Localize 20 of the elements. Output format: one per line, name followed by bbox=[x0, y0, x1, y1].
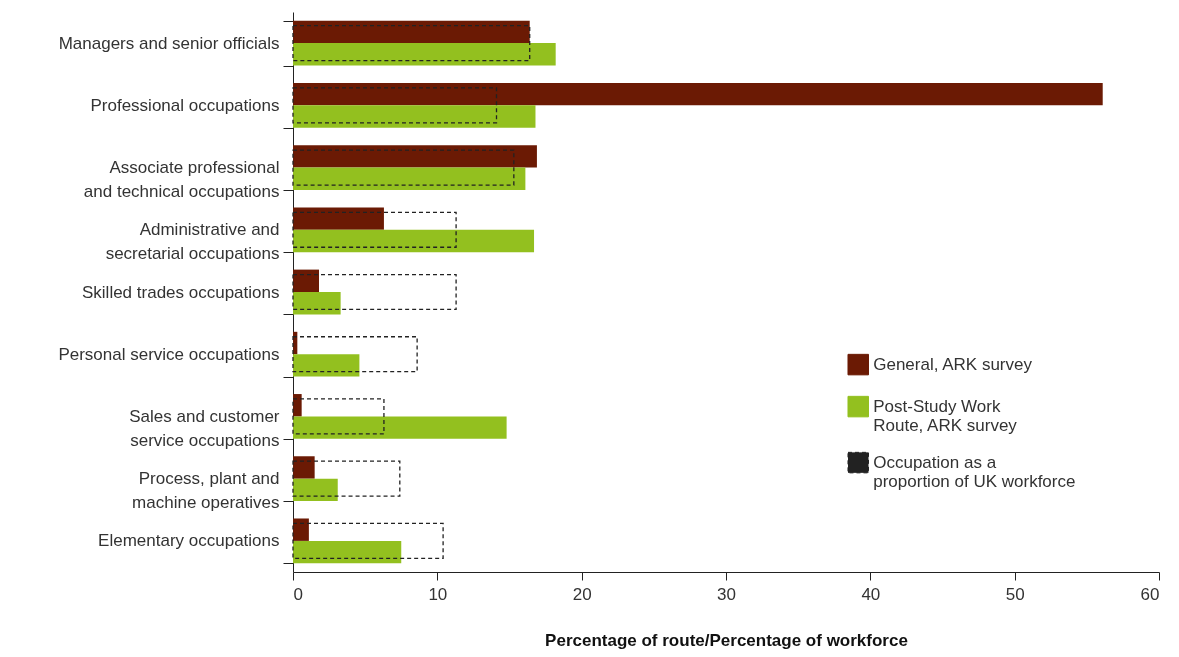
y-tick-label: Process, plant and machine operatives bbox=[132, 469, 280, 513]
y-tick-label: Skilled trades occupations bbox=[81, 282, 280, 302]
y-tick-label: Managers and senior officials bbox=[58, 33, 280, 53]
x-tick-label: 0 bbox=[293, 584, 303, 604]
x-tick-label: 30 bbox=[717, 584, 736, 604]
y-tick-label: Personal service occupations bbox=[58, 344, 280, 364]
y-tick-label: Sales and customer service occupations bbox=[129, 406, 280, 450]
y-tick-label: Elementary occupations bbox=[98, 531, 280, 551]
legend-label: General, ARK survey bbox=[873, 354, 1033, 374]
y-tick-label: Associate professional and technical occupations bbox=[83, 158, 280, 202]
legend-label: Occupation as a proportion of UK workforce bbox=[873, 452, 1076, 491]
x-axis-title: Percentage of route/Percentage of workforce bbox=[545, 630, 908, 650]
legend-label: Post-Study Work Route, ARK survey bbox=[873, 396, 1018, 435]
y-tick-label: Administrative and secretarial occupations bbox=[105, 220, 280, 264]
x-tick-label: 40 bbox=[861, 584, 881, 604]
x-tick-label: 60 bbox=[1140, 584, 1160, 604]
y-tick-label: Professional occupations bbox=[90, 95, 280, 115]
x-tick-label: 20 bbox=[572, 584, 592, 604]
x-tick-label: 10 bbox=[428, 584, 448, 604]
x-tick-label: 50 bbox=[1005, 584, 1025, 604]
